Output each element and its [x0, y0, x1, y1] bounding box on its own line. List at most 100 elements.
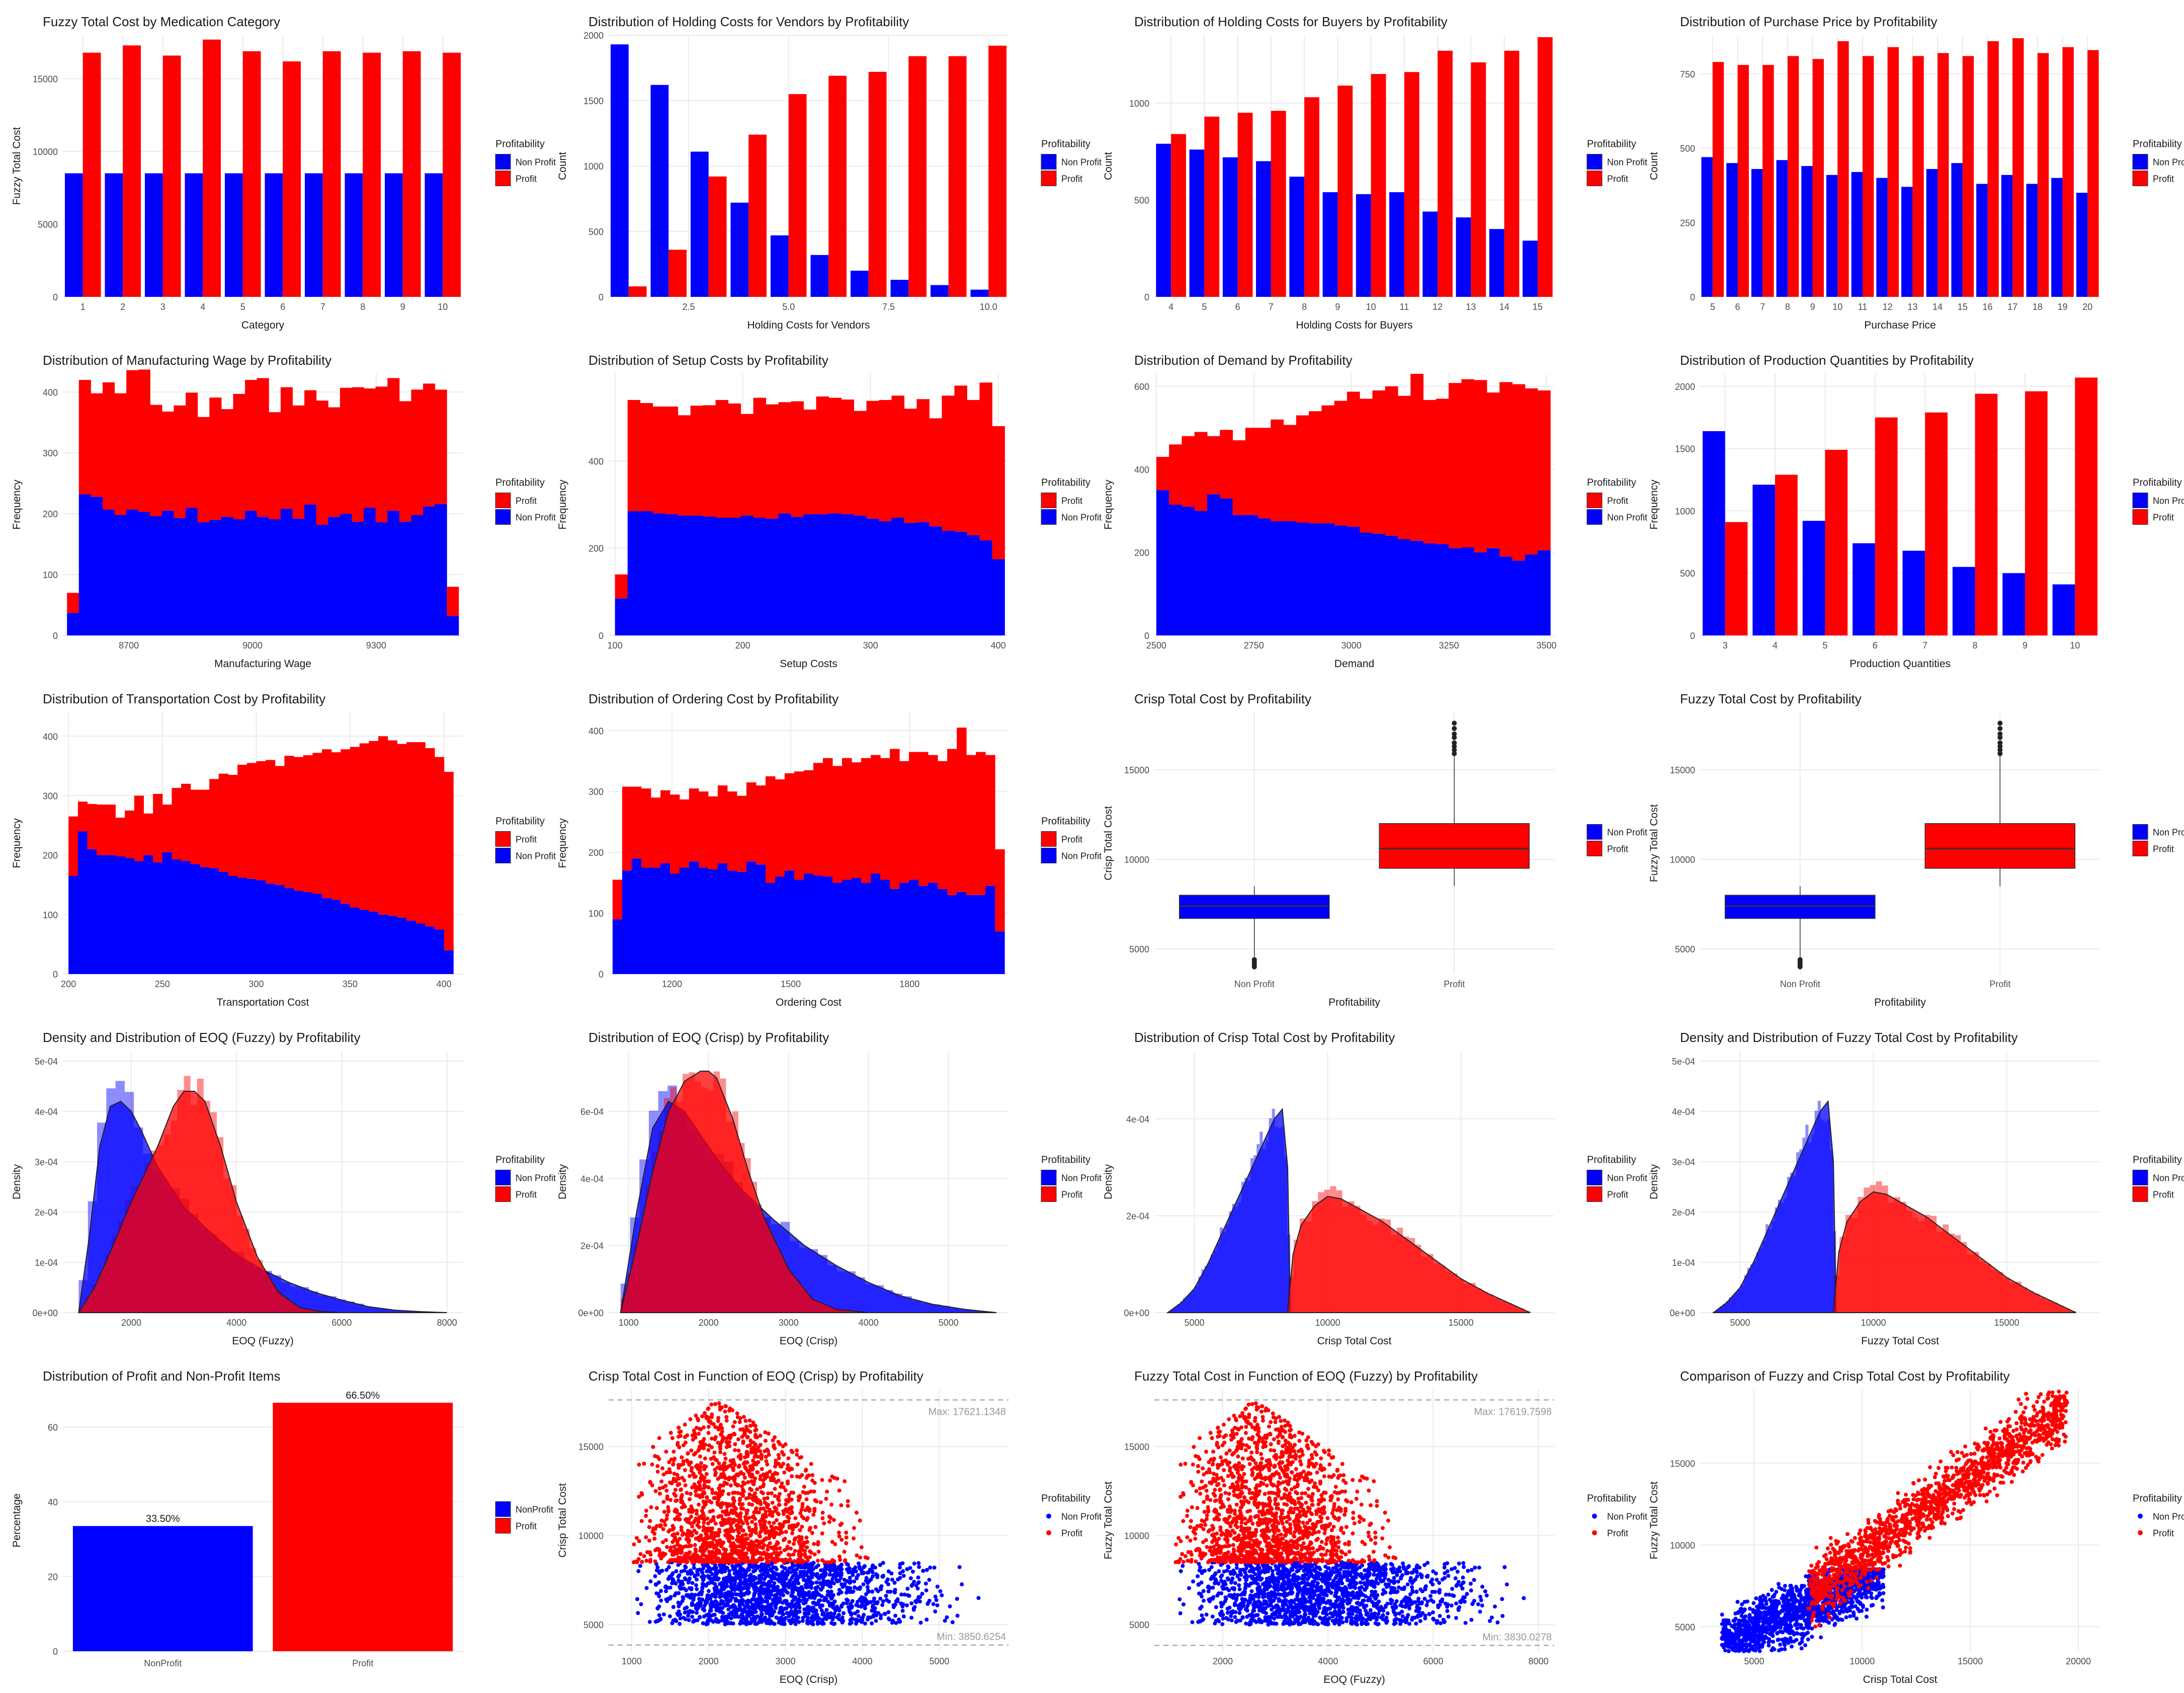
bar-profit — [186, 392, 198, 508]
scatter-point — [766, 1586, 771, 1591]
bar-nonprofit — [269, 519, 281, 635]
bar-nonprofit — [736, 871, 747, 974]
scatter-point — [698, 1469, 702, 1473]
bar-profit — [1862, 56, 1874, 297]
scatter-point — [640, 1560, 644, 1564]
bar-nonprofit — [138, 512, 150, 635]
scatter-point — [695, 1511, 699, 1516]
bar-profit — [1812, 59, 1824, 297]
chart-panel-p19: Fuzzy Total Cost in Function of EOQ (Fuz… — [1091, 1354, 1647, 1689]
scatter-point — [808, 1489, 813, 1494]
bar-profit — [341, 749, 351, 904]
scatter-point — [849, 1613, 854, 1617]
bar-nonprofit — [186, 508, 198, 635]
y-tick-label: 6e-04 — [580, 1107, 604, 1117]
bar-nonprofit — [627, 511, 641, 635]
scatter-point — [1418, 1619, 1422, 1624]
scatter-point — [692, 1552, 696, 1557]
x-tick-label: 8 — [1785, 302, 1790, 312]
bar-profit — [304, 390, 317, 505]
y-tick-label: 0 — [1144, 631, 1149, 641]
scatter-point — [713, 1473, 717, 1477]
bar-nonprofit — [224, 173, 243, 297]
bar-nonprofit — [703, 516, 716, 635]
bar-profit — [1334, 400, 1348, 526]
bar-profit — [411, 389, 424, 515]
chart-title: Distribution of Holding Costs for Buyers… — [1134, 14, 1448, 29]
scatter-point — [758, 1620, 763, 1624]
bar-nonprofit — [852, 877, 862, 974]
bar-nonprofit — [904, 523, 917, 635]
x-tick-label: 8 — [360, 302, 365, 312]
scatter-point — [753, 1495, 758, 1499]
x-tick-label: 300 — [248, 979, 264, 989]
scatter-point — [667, 1467, 671, 1472]
chart-panel-p18: Crisp Total Cost in Function of EOQ (Cri… — [546, 1354, 1102, 1689]
y-axis-label: Density — [11, 1164, 23, 1199]
scatter-point — [754, 1539, 759, 1543]
bar-profit — [78, 380, 91, 495]
bar-nonprofit — [345, 173, 363, 297]
scatter-point — [708, 1553, 712, 1557]
y-tick-label: 5000 — [1129, 1620, 1149, 1630]
bar-profit — [715, 400, 729, 518]
x-tick-label: 5000 — [929, 1656, 949, 1666]
y-tick-label: 200 — [43, 851, 58, 861]
scatter-point — [735, 1491, 740, 1495]
y-tick-label: 0 — [599, 970, 604, 980]
scatter-point — [677, 1604, 681, 1608]
scatter-point — [758, 1588, 762, 1592]
scatter-point — [807, 1555, 812, 1560]
scatter-point — [802, 1578, 807, 1582]
scatter-point — [765, 1496, 770, 1500]
scatter-point — [718, 1582, 722, 1586]
scatter-point — [923, 1581, 928, 1586]
bar-profit — [1237, 113, 1253, 297]
scatter-point — [780, 1530, 784, 1535]
scatter-point — [800, 1524, 804, 1529]
y-tick-label: 200 — [43, 509, 58, 519]
scatter-point — [663, 1484, 668, 1488]
scatter-point — [750, 1519, 754, 1524]
scatter-point — [679, 1528, 684, 1533]
scatter-point — [810, 1530, 814, 1535]
x-tick-label: 9 — [1810, 302, 1815, 312]
y-tick-label: 0 — [1690, 631, 1695, 641]
bar-nonprofit — [816, 514, 829, 635]
scatter-point — [1207, 1568, 1212, 1572]
scatter-point — [774, 1530, 779, 1535]
scatter-point — [843, 1479, 847, 1484]
scatter-point — [739, 1594, 743, 1598]
scatter-point — [706, 1406, 711, 1411]
scatter-point — [760, 1516, 765, 1521]
chart-title: Fuzzy Total Cost by Profitability — [1680, 691, 1862, 706]
scatter-point — [905, 1586, 910, 1591]
scatter-point — [682, 1559, 686, 1563]
scatter-points-nonprofit — [635, 1560, 981, 1627]
bar-nonprofit — [1182, 507, 1195, 635]
bar-profit — [938, 761, 948, 889]
scatter-point — [766, 1529, 770, 1534]
bar-nonprofit — [1952, 567, 1975, 635]
bar-nonprofit — [172, 859, 182, 974]
scatter-point — [712, 1450, 717, 1455]
scatter-point — [725, 1528, 729, 1533]
scatter-point — [751, 1593, 756, 1598]
scatter-point — [722, 1452, 727, 1456]
scatter-point — [693, 1543, 697, 1547]
scatter-point — [893, 1590, 897, 1595]
bar-nonprofit — [1461, 547, 1475, 635]
bar-nonprofit — [190, 864, 200, 974]
bar-nonprofit — [916, 522, 930, 635]
scatter-point — [915, 1586, 920, 1591]
y-tick-label: 20 — [48, 1572, 58, 1582]
scatter-point — [886, 1589, 890, 1594]
legend-title: Profitability — [1041, 1155, 1090, 1166]
scatter-point — [751, 1569, 756, 1574]
scatter-point — [684, 1556, 688, 1560]
bar-nonprofit — [1826, 175, 1838, 297]
bar-nonprofit — [237, 877, 247, 974]
y-tick-label: 0 — [53, 631, 58, 641]
bar-profit — [765, 776, 776, 883]
bar-profit — [1337, 86, 1353, 297]
